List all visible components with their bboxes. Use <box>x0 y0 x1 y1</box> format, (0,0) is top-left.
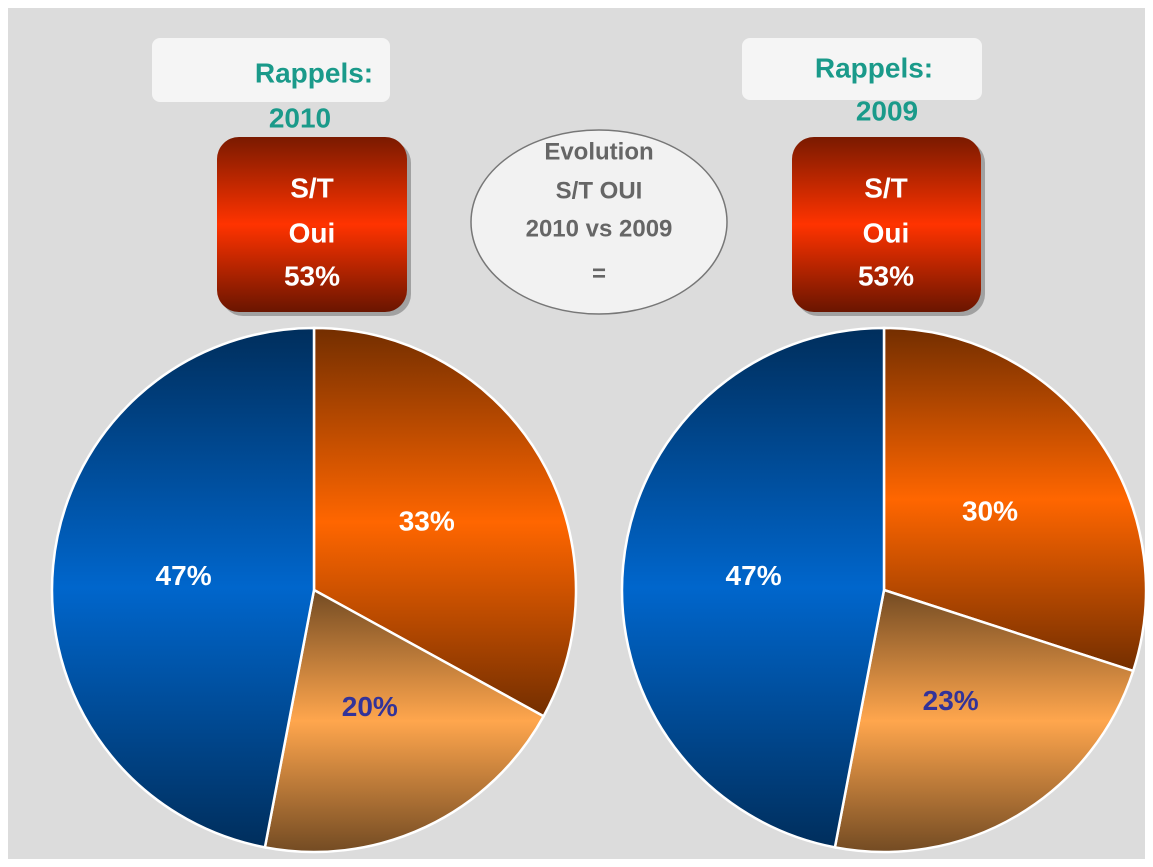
data-label: 33% <box>399 506 455 537</box>
comparison-ellipse <box>470 129 728 315</box>
comparison-text: = <box>592 260 606 287</box>
annotation: S/T <box>864 172 908 203</box>
data-label: 47% <box>156 560 212 591</box>
title-box <box>742 38 982 100</box>
pie-slice <box>312 326 578 718</box>
pie-slice <box>263 588 546 854</box>
data-label: 20% <box>342 691 398 722</box>
data-label: 23% <box>923 685 979 716</box>
data-label: 30% <box>962 495 1018 526</box>
annotation: 53% <box>858 260 914 291</box>
title-box <box>152 38 390 102</box>
annotation: Oui <box>863 217 910 248</box>
annotation: 53% <box>284 260 340 291</box>
chart-title: Rappels: <box>255 57 373 88</box>
annotation-box <box>217 137 407 312</box>
chart-title: Rappels: <box>815 52 933 83</box>
annotation: S/T <box>290 172 334 203</box>
pie-slice <box>882 326 1148 673</box>
pie-slice <box>50 326 316 849</box>
pies: 33% 20% 47% 30% 23% 47% <box>50 326 1148 854</box>
data-label: 47% <box>726 560 782 591</box>
comparison-text: S/T OUI <box>556 177 643 204</box>
annotation-box <box>792 137 981 312</box>
pie-slice <box>620 326 886 849</box>
chart-subtitle: 2010 <box>269 102 331 133</box>
pie-slice <box>833 588 1135 854</box>
annotation: Oui <box>289 217 336 248</box>
comparison-text: 2010 vs 2009 <box>526 215 673 242</box>
comparison-text: Evolution <box>544 138 653 165</box>
chart-subtitle: 2009 <box>856 95 918 126</box>
